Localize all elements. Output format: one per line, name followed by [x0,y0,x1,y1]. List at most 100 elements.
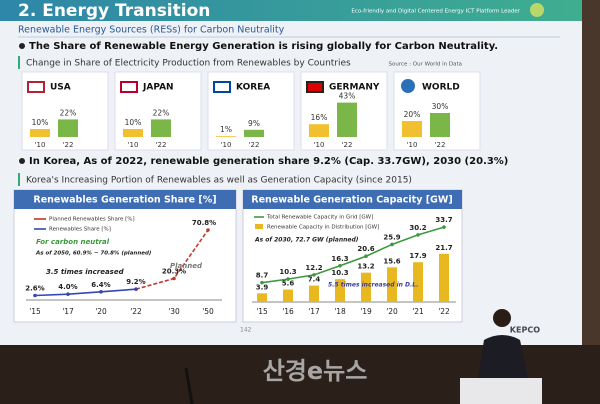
x-tick-label: '19 [360,307,372,316]
bulb-icon [530,3,544,17]
value-label: 33.7 [435,216,452,224]
value-label: 1% [220,125,232,134]
annotation: As of 2050, 60.9% ~ 70.8% (planned) [35,251,151,257]
country-bar [309,124,329,137]
capacity-header [243,190,462,209]
microphone [184,367,194,404]
value-label: 6.4% [91,281,110,289]
year-label: '10 [407,141,418,149]
tagline: Eco-friendly and Digital Centered Energy… [351,9,520,15]
series-line [34,288,137,297]
country-bar [244,129,264,137]
flag [213,81,231,93]
point [390,242,394,247]
country-bar [58,119,78,137]
country-bar [216,136,236,137]
share-title: Renewables Generation Share [%] [33,195,216,206]
value-label: 7.4 [308,276,321,284]
point [312,273,316,277]
slide-title: 2. Energy Transition [18,1,210,21]
bar [283,289,293,302]
year-label: '22 [435,141,446,149]
year-label: '10 [128,141,139,149]
annotation: 5.5 times increased in D.L. [328,282,418,289]
country-bar [430,113,450,137]
value-label: 20.3% [162,268,186,276]
point [286,277,290,281]
section: Renewable Energy Sources (RESs) for Carb… [18,25,285,36]
year-label: '22 [63,141,74,149]
country-bar [402,121,422,137]
value-label: 22% [60,108,77,117]
watermark: 산경e뉴스 [263,357,368,385]
bar [361,272,371,302]
value-label: 10% [32,118,49,127]
x-tick-label: '30 [168,307,180,316]
year-label: '10 [221,141,232,149]
country-bar [30,129,50,137]
x-tick-label: '50 [202,307,214,316]
legend-label: Renewables Share [%] [49,227,111,233]
x-tick-label: '17 [62,307,74,316]
point [172,276,176,281]
annotation: Planned [170,262,203,270]
x-tick-label: '15 [29,307,41,316]
bullet [19,158,25,164]
country-bar [337,102,357,137]
x-tick-label: '22 [130,307,142,316]
value-label: 16% [311,113,328,122]
bar [309,285,319,302]
capacity-title: Renewable Generation Capacity [GW] [251,195,452,206]
value-label: 17.9 [409,252,426,260]
year-label: '22 [249,141,260,149]
x-tick-label: '20 [386,307,398,316]
point [416,233,420,237]
point [134,287,138,291]
bullet-2: In Korea, As of 2022, renewable generati… [29,156,508,167]
point [99,290,103,294]
value-label: 16.3 [331,255,348,263]
value-label: 43% [339,92,356,101]
value-label: 20% [404,110,421,119]
presenter-head [493,309,511,327]
flag [306,81,324,93]
year-label: '22 [156,141,167,149]
flag [27,81,45,93]
value-label: 22% [153,108,170,117]
country-name: JAPAN [142,83,174,93]
share-header [14,190,236,209]
point [260,280,264,285]
annotation: 3.5 times increased [46,268,125,276]
annotation: As of 2030, 72.7 GW (planned) [254,237,359,244]
point [364,254,368,259]
box-2: Korea's Increasing Portion of Renewables… [26,176,412,186]
point [206,228,210,232]
year-label: '10 [314,141,325,149]
page-number: 142 [240,327,252,334]
x-tick-label: '20 [95,307,107,316]
value-label: 70.8% [192,219,216,227]
value-label: 3.9 [256,283,269,291]
box-marker [18,173,20,186]
point [66,292,70,296]
country-name: GERMANY [329,83,380,93]
presenter-body [478,335,528,378]
x-tick-label: '21 [412,307,424,316]
bar [335,279,345,302]
podium [460,378,542,404]
value-label: 15.6 [383,257,400,265]
x-tick-label: '15 [256,307,268,316]
x-tick-label: '18 [334,307,346,316]
x-tick-label: '16 [282,307,294,316]
value-label: 10.3 [331,269,348,277]
x-tick-label: '22 [438,307,450,316]
value-label: 21.7 [435,244,452,252]
country-name: WORLD [422,83,460,93]
value-label: 13.2 [357,263,374,271]
legend-label: Planned Renewables Share [%] [49,217,135,223]
value-label: 20.6 [357,245,374,253]
bar [413,262,423,302]
value-label: 8.7 [256,272,269,280]
country-name: KOREA [236,83,270,93]
bullet [19,43,25,49]
